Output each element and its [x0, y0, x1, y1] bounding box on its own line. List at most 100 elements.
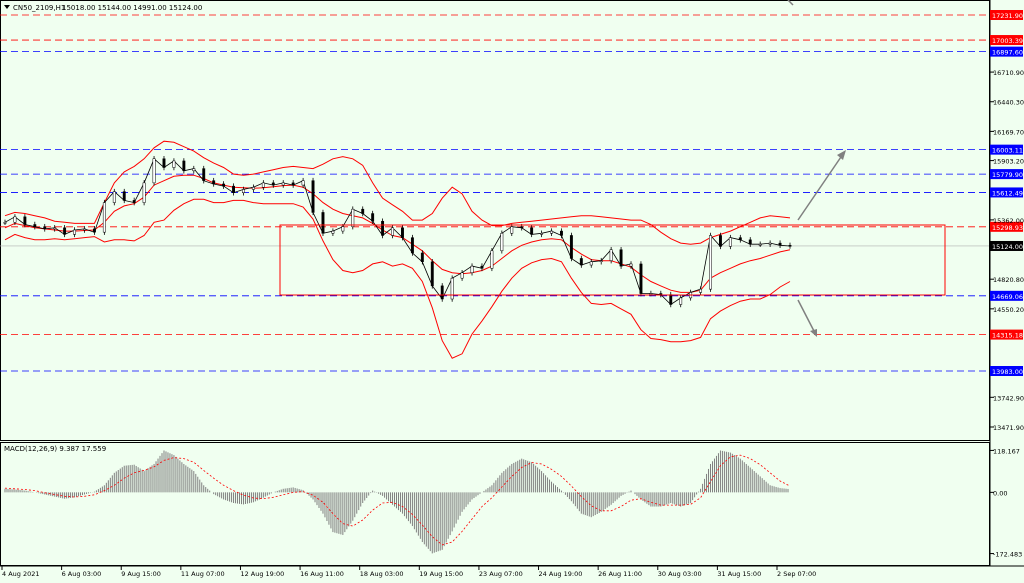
candle-body — [738, 237, 742, 241]
candle-body — [699, 288, 703, 293]
candle-body — [579, 258, 583, 266]
ohlc-values: 15018.00 15144.00 14991.00 15124.00 — [62, 4, 202, 12]
time-tick-label: 19 Aug 15:00 — [419, 570, 463, 578]
bb-middle-line — [4, 174, 791, 293]
down-arrow[interactable] — [797, 299, 817, 337]
candle-body — [242, 189, 245, 193]
macd-tick-label: 118.167 — [993, 447, 1020, 455]
candle-body — [182, 160, 186, 172]
macd-label: MACD(12,26,9) 9.387 17.559 — [4, 445, 106, 453]
candle-body — [450, 277, 454, 300]
range-rectangle[interactable] — [279, 224, 946, 296]
price-label-box — [990, 240, 1023, 251]
price-label-box — [990, 10, 1023, 20]
candle-body — [430, 261, 434, 287]
candle-body — [202, 168, 206, 181]
price-label-text: 17231.90 — [992, 12, 1023, 20]
price-label-text: 16897.60 — [992, 49, 1023, 57]
time-tick-label: 31 Aug 15:00 — [717, 570, 761, 578]
candle-body — [619, 249, 623, 267]
candle-body — [788, 245, 792, 247]
price-axis-ticks: 16710.90 16440.30 16169.70 15903.20 15362.00… — [990, 69, 1024, 432]
candle-body — [560, 230, 563, 236]
candle-body — [361, 208, 365, 214]
price-label-text: 15612.49 — [992, 189, 1023, 197]
candle-body — [718, 235, 722, 247]
time-tick-label: 23 Aug 07:00 — [479, 570, 523, 578]
candle-body — [53, 227, 57, 230]
price-tick-label: 13742.90 — [993, 394, 1024, 402]
candle-body — [33, 224, 37, 227]
candle-body — [440, 285, 444, 300]
time-tick-label: 30 Aug 03:00 — [658, 570, 702, 578]
candle-body — [122, 191, 126, 201]
symbol-info: CN50_2109,H1 — [13, 4, 65, 12]
price-label-box — [990, 46, 1023, 57]
price-label-text: 16003.11 — [992, 147, 1023, 155]
candle-body — [391, 227, 394, 236]
candle-body — [778, 242, 782, 246]
candle-body — [152, 158, 156, 184]
bb-upper-line — [4, 140, 791, 245]
price-label-box — [990, 290, 1023, 301]
candle-body — [132, 200, 136, 203]
time-tick-label: 2 Sep 07:00 — [777, 570, 816, 578]
price-tick-label: 16710.90 — [993, 69, 1024, 77]
candle-body — [401, 227, 404, 238]
price-label-text: 15124.00 — [992, 243, 1023, 251]
candle-body — [470, 265, 474, 273]
candle-body — [23, 216, 27, 225]
time-axis-ticks: 4 Aug 2021 6 Aug 03:00 9 Aug 15:00 11 Aug 0… — [1, 566, 816, 578]
candle-body — [251, 186, 255, 190]
candle-body — [162, 158, 166, 168]
price-tick-label: 15362.00 — [993, 217, 1024, 225]
price-label-text: 13983.00 — [992, 368, 1023, 376]
candle-body — [420, 252, 424, 263]
candle-body — [410, 237, 414, 254]
price-tick-label: 13471.90 — [993, 424, 1024, 432]
price-label-box — [990, 144, 1023, 155]
price-close-path — [4, 158, 791, 306]
candle-body — [530, 227, 534, 235]
candle-body — [589, 261, 593, 266]
candle-body — [281, 182, 285, 186]
candle-body — [331, 230, 335, 234]
candle-body — [381, 220, 385, 236]
price-label-box — [990, 221, 1023, 232]
candle-body — [490, 250, 494, 269]
candle-body — [73, 229, 77, 235]
time-tick-label: 11 Aug 07:00 — [181, 570, 225, 578]
macd-tick-label: -172.483 — [993, 551, 1022, 559]
chart-header: CN50_2109,H1 15018.00 15144.00 14991.00 … — [4, 4, 202, 12]
candle-body — [679, 297, 683, 305]
macd-axis-ticks: 118.167 0.00 -172.483 — [990, 447, 1022, 559]
signal-path — [4, 454, 791, 546]
candle-body — [351, 208, 355, 227]
time-tick-label: 26 Aug 11:00 — [598, 570, 642, 578]
candle-body — [748, 239, 752, 245]
candle-body — [192, 168, 196, 172]
candle-body — [629, 263, 633, 267]
time-tick-label: 6 Aug 03:00 — [62, 570, 102, 578]
time-tick-label: 16 Aug 11:00 — [300, 570, 344, 578]
dropdown-triangle-icon[interactable] — [4, 5, 10, 9]
candle-body — [172, 160, 176, 168]
price-label-text: 15298.93 — [992, 224, 1023, 232]
candle-body — [341, 226, 345, 232]
candle-body — [63, 227, 67, 235]
price-label-text: 17003.39 — [992, 37, 1023, 45]
candle-body — [728, 237, 732, 247]
price-label-text: 15779.90 — [992, 171, 1023, 179]
price-label-box — [990, 35, 1023, 46]
price-tick-label: 15903.20 — [993, 158, 1024, 166]
time-tick-label: 18 Aug 03:00 — [360, 570, 404, 578]
candle-body — [271, 182, 275, 186]
up-arrow[interactable] — [797, 150, 846, 221]
price-tick-label: 14550.20 — [993, 306, 1024, 314]
time-tick-label: 24 Aug 19:00 — [539, 570, 583, 578]
candle-body — [13, 216, 17, 223]
price-label-box — [990, 366, 1023, 376]
candle-body — [112, 191, 116, 203]
